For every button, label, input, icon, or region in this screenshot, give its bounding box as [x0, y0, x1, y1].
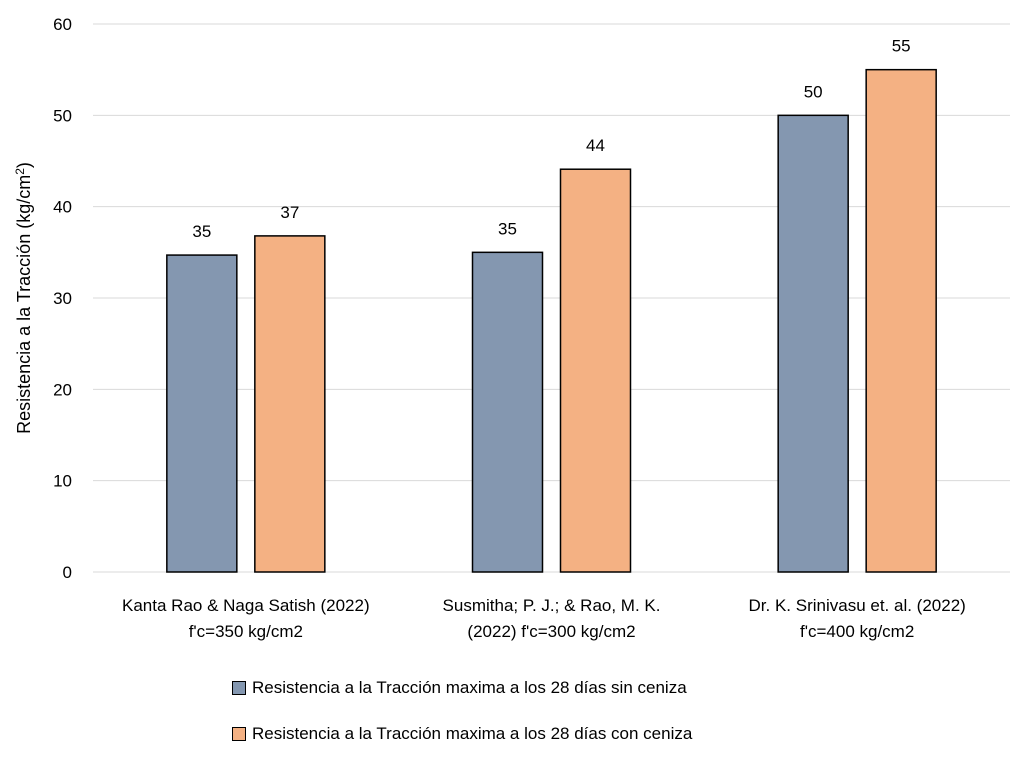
bar-chart: 0 10 20 30 40 50 60 35 37 35 44 50 55 Kanta Rao & N… [13, 15, 1010, 641]
y-tick-label: 40 [53, 198, 72, 217]
bar [254, 235, 326, 573]
x-category-label: Kanta Rao & Naga Satish (2022) [122, 596, 370, 615]
legend-item-sin-ceniza: Resistencia a la Tracción maxima a los 2… [232, 676, 692, 700]
y-tick-label: 20 [53, 380, 72, 399]
y-tick-label: 50 [53, 106, 72, 125]
data-label: 35 [192, 222, 211, 241]
bars [166, 68, 937, 573]
x-category-label: f'c=350 kg/cm2 [189, 622, 303, 641]
x-category-label: f'c=400 kg/cm2 [800, 622, 914, 641]
y-axis-label: Resistencia a la Tracción (kg/cm2) [13, 162, 34, 434]
legend-label: Resistencia a la Tracción maxima a los 2… [252, 724, 693, 743]
y-tick-label: 60 [53, 15, 72, 34]
bar [559, 168, 632, 573]
x-axis-categories: Kanta Rao & Naga Satish (2022) f'c=350 kg… [122, 596, 966, 641]
y-tick-label: 0 [63, 563, 72, 582]
legend-swatch [232, 727, 246, 741]
x-category-label: (2022) f'c=300 kg/cm2 [467, 622, 635, 641]
bar [166, 254, 238, 573]
y-tick-label: 10 [53, 472, 72, 491]
data-label: 37 [280, 203, 299, 222]
legend-label: Resistencia a la Tracción maxima a los 2… [252, 678, 687, 697]
gridlines [93, 23, 1010, 573]
data-label: 55 [892, 37, 911, 56]
data-label: 35 [498, 219, 517, 238]
y-tick-label: 30 [53, 289, 72, 308]
legend-item-con-ceniza: Resistencia a la Tracción maxima a los 2… [232, 722, 692, 746]
data-label: 50 [804, 82, 823, 101]
legend-swatch [232, 681, 246, 695]
x-category-label: Dr. K. Srinivasu et. al. (2022) [749, 596, 966, 615]
y-axis-ticks: 0 10 20 30 40 50 60 [53, 15, 72, 582]
bar [777, 114, 849, 573]
bar [865, 68, 937, 573]
legend: Resistencia a la Tracción maxima a los 2… [232, 676, 692, 768]
x-category-label: Susmitha; P. J.; & Rao, M. K. [443, 596, 661, 615]
data-labels: 35 37 35 44 50 55 [192, 37, 910, 241]
bar [471, 251, 544, 573]
data-label: 44 [586, 136, 605, 155]
